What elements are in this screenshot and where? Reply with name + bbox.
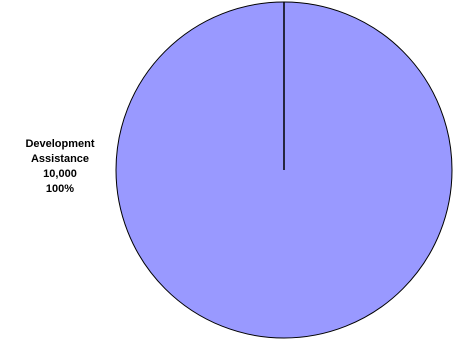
slice-label: Development Assistance 10,000 100% [25,138,94,195]
slice-label-line: Assistance [31,153,89,165]
slices-layer [115,1,453,339]
slice-label-line: Development [25,138,94,150]
labels-layer: Development Assistance 10,000 100% [25,138,94,195]
slice-label-line: 10,000 [43,168,77,180]
slice-label-line: 100% [46,183,74,195]
